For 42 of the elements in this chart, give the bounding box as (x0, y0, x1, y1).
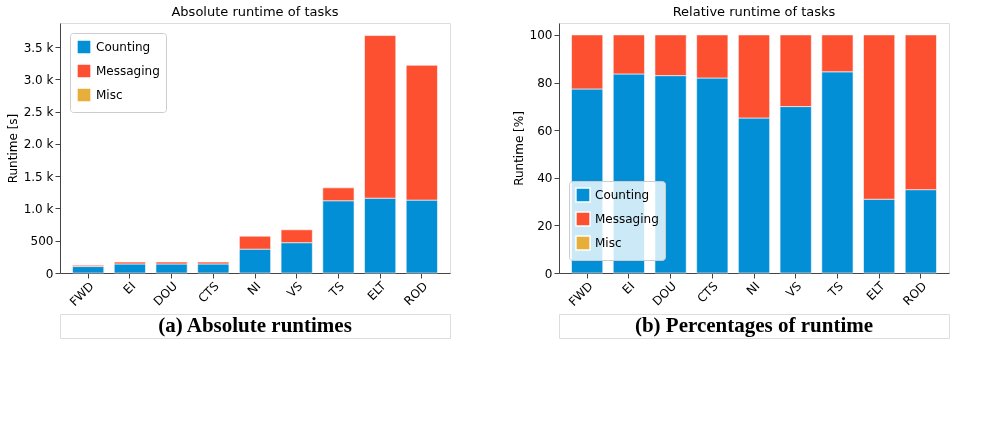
y-tick-label: 0 (45, 266, 54, 281)
y-tick-label: 500 (30, 234, 54, 249)
y-tick-label: 2.5 k (23, 105, 54, 120)
y-axis-title: Runtime [s] (5, 113, 20, 184)
x-tick-label: TS (824, 279, 846, 301)
x-tick-label: NI (743, 279, 763, 298)
x-tick-label: NI (244, 279, 264, 298)
x-tick-label: CTS (195, 279, 222, 306)
y-tick-label: 0 (544, 266, 553, 281)
y-tick-label: 3.5 k (23, 40, 54, 55)
text: (b) Percentages of runtime (634, 313, 874, 337)
x-tick-label: ELT (364, 278, 390, 304)
legend-label: Messaging (595, 212, 659, 226)
legend-label: Misc (96, 88, 123, 102)
text: (a) Absolute runtimes (158, 313, 352, 337)
x-tick-label: VS (783, 279, 805, 301)
y-tick-label: 1.5 k (23, 169, 54, 184)
x-tick-label: EI (120, 279, 139, 297)
y-tick-label: 20 (537, 218, 553, 233)
legend-label: Counting (595, 188, 650, 202)
y-tick-label: 2.0 k (23, 137, 54, 152)
bar (113, 263, 146, 274)
y-tick-label: 1.0 k (23, 201, 54, 216)
y-tick-label: 80 (537, 76, 553, 91)
legend-label: Counting (96, 40, 151, 54)
y-axis-title: Runtime [%] (511, 111, 526, 186)
x-tick-label: EI (619, 279, 638, 297)
chart-title: Relative runtime of tasks (672, 4, 836, 19)
legend-label: Misc (595, 236, 622, 250)
x-tick-label: VS (284, 279, 306, 301)
x-tick-label: TS (325, 279, 347, 301)
y-tick-label: 3.0 k (23, 72, 54, 87)
bar (197, 263, 230, 274)
x-tick-label: ELT (863, 278, 889, 304)
y-tick-label: 40 (537, 171, 553, 186)
x-tick-label: CTS (694, 279, 721, 306)
legend-label: Messaging (96, 64, 160, 78)
y-tick-label: 100 (529, 28, 553, 43)
bar (72, 266, 105, 274)
bar (155, 263, 188, 274)
y-tick-label: 60 (537, 123, 553, 138)
chart-title: Absolute runtime of tasks (171, 4, 339, 19)
